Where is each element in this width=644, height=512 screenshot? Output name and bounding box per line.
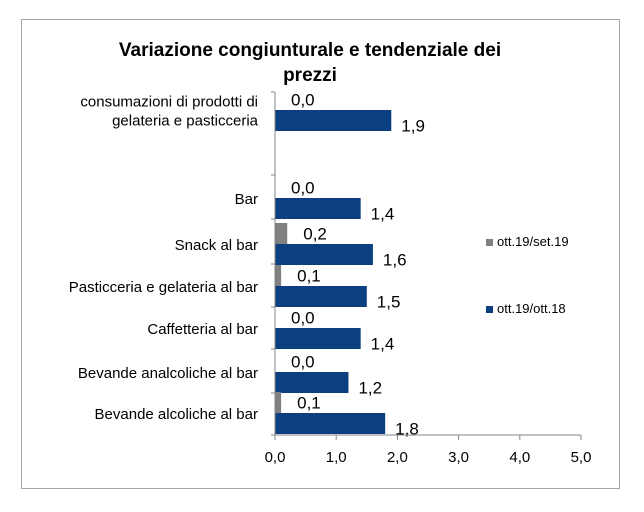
bar-ott19-ott18 [275, 413, 386, 434]
data-label-ott19-ott18: 1,2 [358, 379, 382, 398]
chart-title: Variazione congiunturale e tendenziale d… [118, 40, 502, 86]
category-label: Bar [235, 191, 258, 208]
category-label: Bevande analcoliche al bar [78, 365, 258, 382]
data-label-ott19-set19: 0,0 [291, 309, 315, 328]
bar-ott19-ott18 [275, 198, 361, 219]
x-tick-label: 2,0 [387, 449, 408, 466]
x-tick-label: 5,0 [571, 449, 592, 466]
data-label-ott19-ott18: 1,9 [401, 117, 425, 136]
data-label-ott19-set19: 0,0 [291, 91, 315, 110]
bar-ott19-set19 [275, 223, 288, 244]
data-label-ott19-set19: 0,1 [297, 267, 321, 286]
legend-swatch [486, 239, 493, 246]
data-label-ott19-ott18: 1,8 [395, 420, 419, 439]
x-tick-label: 4,0 [509, 449, 530, 466]
category-label: Snack al bar [175, 237, 258, 254]
category-label: Pasticceria e gelateria al bar [69, 279, 258, 296]
bar-ott19-set19 [275, 392, 282, 413]
x-tick-label: 0,0 [265, 449, 286, 466]
category-label: consumazioni di prodotti di [80, 94, 258, 111]
data-label-ott19-ott18: 1,6 [383, 251, 407, 270]
legend-swatch [486, 306, 493, 313]
bar-ott19-ott18 [275, 286, 367, 307]
category-label: Bevande alcoliche al bar [95, 406, 258, 423]
data-label-ott19-set19: 0,2 [303, 225, 327, 244]
data-label-ott19-set19: 0,0 [291, 353, 315, 372]
data-label-ott19-ott18: 1,4 [371, 205, 395, 224]
bar-ott19-ott18 [275, 372, 349, 393]
category-label: Caffetteria al bar [147, 321, 258, 338]
category-label: gelateria e pasticceria [112, 113, 259, 130]
data-label-ott19-set19: 0,0 [291, 179, 315, 198]
bar-ott19-set19 [275, 265, 282, 286]
bar-ott19-ott18 [275, 244, 373, 265]
data-label-ott19-ott18: 1,4 [371, 335, 395, 354]
legend-label: ott.19/ott.18 [497, 301, 566, 316]
x-tick-label: 1,0 [326, 449, 347, 466]
x-tick-label: 3,0 [448, 449, 469, 466]
data-label-ott19-ott18: 1,5 [377, 293, 401, 312]
data-label-ott19-set19: 0,1 [297, 394, 321, 413]
bar-ott19-ott18 [275, 110, 392, 131]
legend-label: ott.19/set.19 [497, 234, 569, 249]
bar-ott19-ott18 [275, 328, 361, 349]
